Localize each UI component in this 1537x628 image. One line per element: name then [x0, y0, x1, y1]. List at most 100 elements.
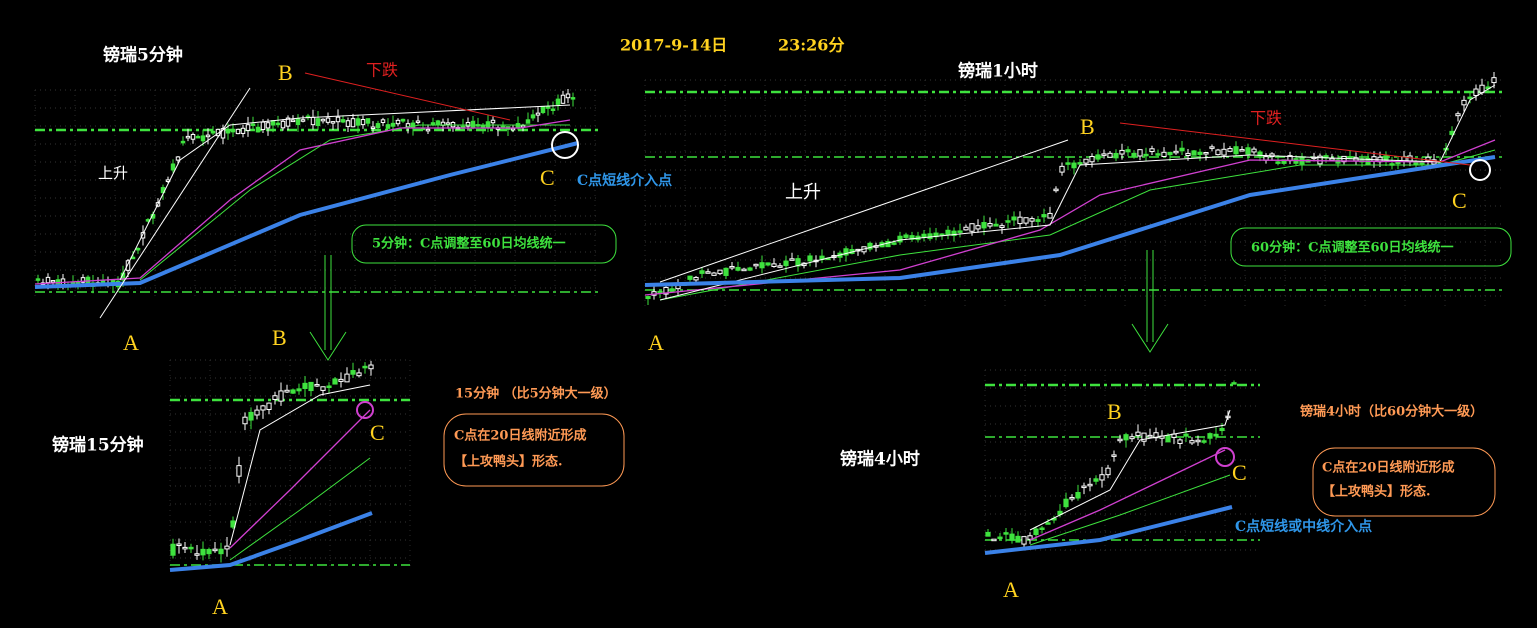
point-label: B — [272, 325, 287, 350]
note: 5分钟：C点调整至60日均线统一 — [372, 236, 565, 252]
candle-body — [1125, 149, 1131, 153]
candle-body — [295, 118, 301, 126]
candle-body — [705, 271, 711, 274]
candle-body — [560, 94, 566, 104]
note-box — [443, 413, 625, 487]
candle-body — [1065, 162, 1071, 165]
candle-body — [235, 128, 241, 135]
candle-body — [1177, 439, 1183, 445]
candle-body — [266, 402, 272, 410]
candle-body — [315, 118, 321, 127]
candle-body — [771, 263, 777, 267]
candle-body — [657, 290, 663, 294]
candle-body — [370, 126, 376, 129]
candle-body — [425, 128, 431, 132]
candle-body — [254, 409, 260, 416]
candle-body — [1153, 432, 1159, 439]
point-label: A — [212, 594, 228, 619]
marker-circle — [551, 131, 579, 159]
note-box — [351, 224, 617, 264]
candle-body — [645, 296, 651, 300]
candle-body — [236, 465, 242, 477]
candle-body — [1089, 156, 1095, 163]
candle-body — [1003, 532, 1009, 535]
candle-body — [1491, 77, 1497, 84]
candle-body — [530, 114, 536, 119]
candle-body — [1233, 146, 1239, 155]
candle-body — [1185, 152, 1191, 157]
arrow — [309, 331, 347, 361]
candle-body — [957, 230, 963, 233]
candle-body — [1149, 148, 1155, 153]
candle-body — [100, 280, 106, 284]
marker-circle — [1215, 447, 1235, 467]
candle-body — [182, 546, 188, 550]
candle-body — [969, 223, 975, 232]
point-label: C — [370, 420, 385, 445]
note: C点在20日线附近形成 — [454, 428, 586, 444]
candle-body — [175, 156, 181, 161]
point-label: A — [1003, 577, 1019, 602]
candle-body — [485, 121, 491, 128]
candle-body — [993, 223, 999, 227]
candle-body — [338, 378, 344, 382]
candle-body — [1173, 150, 1179, 154]
candle-body — [1071, 162, 1077, 169]
ma-line — [1029, 409, 1231, 531]
panel-title: 镑瑞5分钟 — [103, 45, 183, 66]
candle-body — [1039, 527, 1045, 530]
candle-body — [1197, 151, 1203, 155]
note-box — [1312, 447, 1496, 517]
candle-body — [344, 373, 350, 383]
trend-line — [99, 87, 251, 319]
ma-line — [644, 155, 1496, 287]
candle-body — [717, 269, 723, 275]
candle-body — [1087, 483, 1093, 487]
candle-body — [390, 122, 396, 127]
candle-body — [891, 242, 897, 245]
candle-body — [1047, 212, 1053, 219]
candle-body — [729, 265, 735, 269]
candle-body — [250, 123, 256, 126]
candle-body — [1011, 216, 1017, 221]
candle-body — [350, 370, 356, 375]
ma-line — [34, 141, 579, 289]
candle-body — [723, 267, 729, 276]
candle-body — [1179, 147, 1185, 152]
point-label: B — [1080, 114, 1095, 139]
candle-body — [345, 120, 351, 127]
candle-body — [280, 120, 286, 129]
candle-body — [200, 135, 206, 142]
candle-body — [759, 262, 765, 269]
level-label: 镑瑞4小时（比60分钟大一级） — [1300, 404, 1483, 420]
fall-label: 下跌 — [1250, 109, 1282, 128]
candle-body — [194, 553, 200, 556]
candle-body — [1027, 535, 1033, 540]
candle-body — [687, 275, 693, 280]
rise-label: 上升 — [98, 164, 128, 182]
ma-line — [229, 384, 371, 546]
ma-line — [1029, 474, 1231, 546]
candle-body — [991, 538, 997, 542]
candle-body — [480, 125, 486, 128]
candle-body — [272, 395, 278, 400]
candle-body — [1371, 156, 1377, 162]
entry-label: C点短线或中线介入点 — [1235, 518, 1372, 535]
candle-body — [195, 135, 201, 139]
candle-body — [921, 233, 927, 238]
candle-body — [240, 127, 246, 134]
candle-body — [1063, 498, 1069, 508]
candle-body — [565, 93, 571, 99]
candle-body — [210, 130, 216, 134]
candle-body — [225, 129, 231, 134]
candle-body — [985, 531, 991, 537]
candle-body — [308, 381, 314, 392]
candle-body — [1119, 149, 1125, 155]
candle-body — [296, 388, 302, 392]
candle-body — [927, 233, 933, 240]
candle-body — [1161, 151, 1167, 157]
candle-body — [1021, 536, 1027, 545]
candle-body — [260, 405, 266, 411]
candle-body — [290, 119, 296, 123]
candle-body — [765, 262, 771, 266]
